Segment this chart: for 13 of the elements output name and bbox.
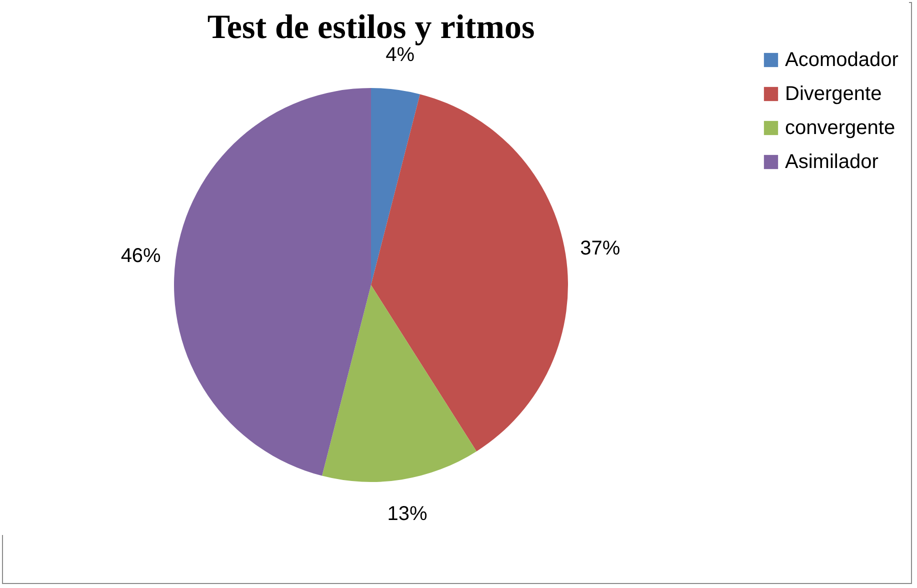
data-label: 46%: [120, 244, 162, 267]
data-label: 37%: [580, 238, 620, 260]
pie-slice: [174, 88, 371, 476]
pie-slice: [371, 88, 420, 285]
legend-label: Divergente: [785, 83, 882, 105]
legend-label: Acomodador: [785, 49, 899, 71]
legend-label: convergente: [785, 117, 896, 139]
data-label: 4%: [386, 44, 415, 66]
pie-slice: [371, 94, 568, 452]
legend-label: Asimilador: [785, 151, 879, 173]
chart-title: Test de estilos y ritmos: [207, 8, 535, 46]
data-label: 13%: [387, 503, 428, 526]
pie-slice: [322, 285, 477, 482]
